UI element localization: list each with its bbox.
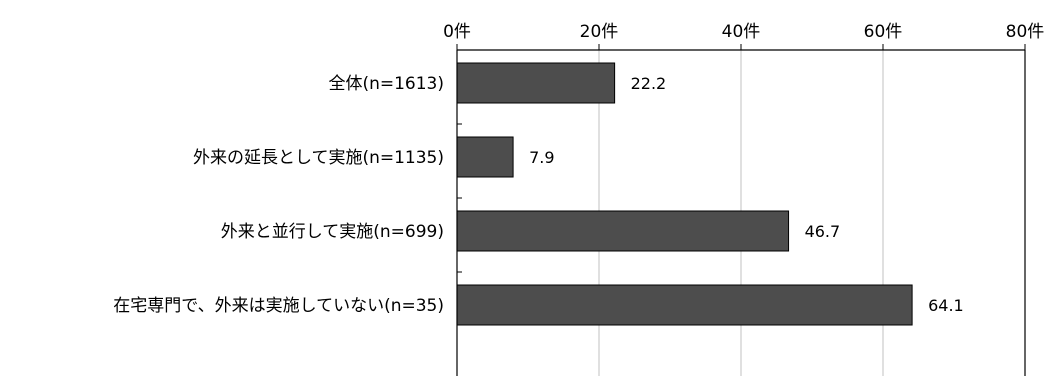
x-tick-label: 0件 (443, 22, 471, 42)
bar (456, 284, 913, 326)
data-label: 7.9 (529, 148, 554, 167)
data-labels: 22.2 7.9 46.7 64.1 (529, 74, 964, 315)
bar (456, 136, 514, 178)
category-label: 外来と並行して実施(n=699) (221, 222, 444, 242)
data-label: 46.7 (805, 222, 841, 241)
bar (456, 210, 790, 252)
category-labels: 全体(n=1613) 外来の延長として実施(n=1135) 外来と並行して実施(n=… (113, 74, 444, 316)
category-label: 外来の延長として実施(n=1135) (193, 148, 444, 168)
data-label: 22.2 (631, 74, 667, 93)
bar (456, 62, 616, 104)
data-label: 64.1 (928, 296, 964, 315)
x-tick-label: 60件 (864, 22, 903, 42)
category-label: 在宅専門で、外来は実施していない(n=35) (113, 296, 444, 316)
category-label: 全体(n=1613) (328, 74, 444, 94)
x-tick-label: 40件 (722, 22, 761, 42)
x-tick-labels: 0件 20件 40件 60件 80件 (443, 22, 1044, 42)
x-tick-label: 80件 (1006, 22, 1045, 42)
x-tick-label: 20件 (580, 22, 619, 42)
axes (456, 44, 1026, 376)
bars (456, 62, 913, 326)
